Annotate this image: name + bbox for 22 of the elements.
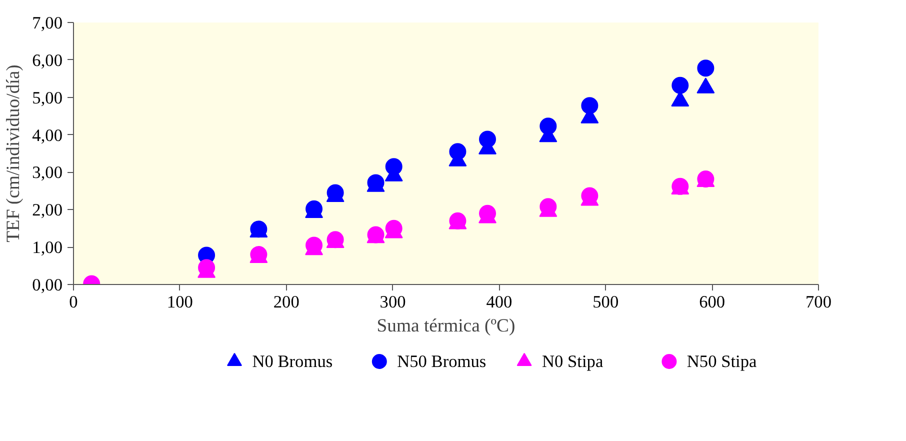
legend-label: N0 Stipa (542, 352, 604, 371)
legend-label: N0 Bromus (252, 352, 333, 371)
y-tick-label: 2,00 (32, 200, 63, 220)
x-tick-label: 400 (486, 292, 512, 312)
y-tick-label: 0,00 (32, 276, 63, 294)
x-axis-title: Suma térmica (ºC) (376, 316, 516, 336)
x-tick-label: 500 (592, 292, 619, 312)
y-tick-label: 6,00 (32, 50, 63, 70)
x-tick-label: 700 (806, 292, 832, 312)
y-tick-label: 4,00 (32, 126, 63, 145)
y-tick-label: 7,00 (32, 14, 63, 32)
x-tick-label: 100 (166, 292, 193, 312)
y-axis-title: TEF (cm/individuo/día) (3, 64, 24, 242)
x-tick-label: 300 (380, 292, 406, 312)
y-tick-label: 3,00 (32, 163, 63, 182)
legend-label: N50 Bromus (397, 352, 486, 371)
x-tick-label: 0 (69, 292, 78, 312)
x-tick-label: 600 (699, 292, 726, 312)
legend-label: N50 Stipa (686, 352, 758, 371)
y-tick-label: 1,00 (32, 238, 63, 258)
y-tick-label: 5,00 (32, 88, 63, 108)
x-tick-label: 200 (273, 292, 300, 312)
